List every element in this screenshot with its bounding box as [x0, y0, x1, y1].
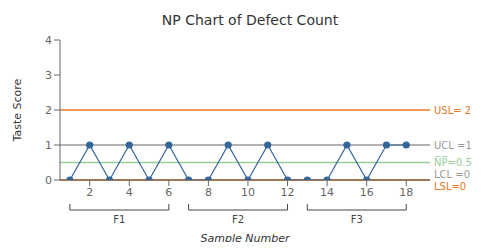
- svg-text:18: 18: [399, 186, 413, 199]
- svg-text:16: 16: [360, 186, 374, 199]
- svg-text:12: 12: [281, 186, 295, 199]
- svg-text:2: 2: [86, 186, 93, 199]
- svg-text:Taste Score: Taste Score: [11, 78, 24, 142]
- svg-text:14: 14: [320, 186, 334, 199]
- svg-text:F1: F1: [113, 214, 125, 225]
- svg-text:6: 6: [165, 186, 172, 199]
- svg-text:N̅P̅=0.5: N̅P̅=0.5: [434, 156, 472, 168]
- svg-text:4: 4: [126, 186, 133, 199]
- html-text:NP Chart of Defect Count: NP Chart of Defect Count: [161, 12, 339, 28]
- svg-text:8: 8: [205, 186, 212, 199]
- svg-text:4: 4: [45, 34, 52, 47]
- svg-text:3: 3: [45, 69, 52, 82]
- svg-text:10: 10: [241, 186, 255, 199]
- svg-text:Sample Number: Sample Number: [201, 232, 291, 242]
- svg-text:LCL =0: LCL =0: [434, 169, 470, 180]
- svg-text:USL= 2: USL= 2: [434, 105, 471, 116]
- svg-text:2: 2: [45, 104, 52, 117]
- svg-text:F3: F3: [351, 214, 363, 225]
- svg-text:1: 1: [45, 139, 52, 152]
- svg-text:LSL=0: LSL=0: [434, 181, 466, 192]
- svg-text:F2: F2: [232, 214, 244, 225]
- svg-text:0: 0: [45, 174, 52, 187]
- svg-text:UCL =1: UCL =1: [434, 140, 472, 151]
